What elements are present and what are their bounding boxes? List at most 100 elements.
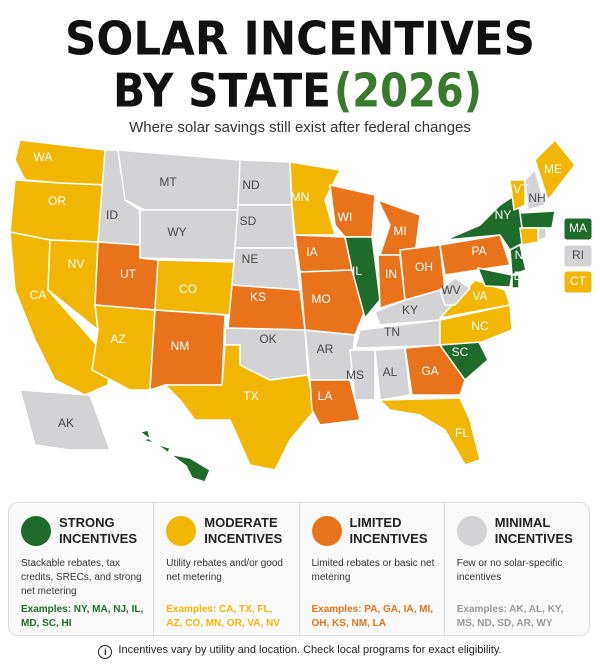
state — [9, 179, 106, 243]
legend-examples: Examples: NY, MA, NJ, IL, MD, SC, HI — [21, 604, 144, 629]
state-label: AL — [383, 365, 398, 379]
state-label: NE — [242, 252, 259, 266]
state-label: LA — [318, 389, 333, 403]
state-label: IN — [385, 267, 397, 281]
state-label: WA — [34, 150, 53, 164]
state-label: GA — [421, 364, 438, 378]
title-line1: SOLAR INCENTIVES — [65, 12, 535, 66]
state — [289, 161, 341, 236]
state-labels: WA OR CA NV ID MT WY UT CO AZ NM ND SD NE KS OK TX MN IA MO… — [0, 0, 593, 476]
state-label: SC — [452, 345, 469, 359]
state-label: MN — [291, 190, 310, 204]
legend-examples: Examples: AK, AL, KY, MS, ND, SD, AR, WY — [456, 604, 564, 629]
state — [374, 347, 411, 401]
state-label: DE — [514, 269, 531, 283]
state — [509, 244, 527, 276]
state-label: WY — [167, 225, 186, 239]
state — [14, 139, 106, 186]
legend-head: MINIMAL INCENTIVES — [456, 513, 581, 549]
state — [139, 429, 211, 483]
legend-head: LIMITED INCENTIVES — [311, 513, 436, 549]
legend-swatch — [456, 516, 487, 546]
legend-swatch — [166, 516, 197, 546]
state — [227, 284, 306, 331]
state-label: ME — [544, 162, 562, 176]
legend-title: STRONG INCENTIVES — [59, 515, 137, 547]
state-label: OK — [259, 332, 276, 346]
legend-title-line: MODERATE — [204, 515, 278, 530]
legend-title-line: INCENTIVES — [59, 531, 138, 546]
state-label: TX — [243, 389, 258, 403]
state-label: UT — [120, 267, 137, 281]
state-label: OH — [415, 260, 433, 274]
state — [537, 227, 547, 241]
state-label: NH — [528, 191, 545, 205]
state-label: MT — [159, 175, 177, 189]
state-label: AK — [58, 416, 74, 430]
state-label: NY — [495, 208, 512, 222]
state-label: PA — [471, 244, 486, 258]
state — [379, 397, 481, 466]
state-label-box — [563, 217, 593, 241]
state — [299, 269, 366, 336]
state-label: IL — [352, 264, 362, 278]
legend-description: Limited rebates or basic net metering — [311, 558, 435, 583]
state-label: RI — [572, 248, 584, 262]
state-label: OR — [48, 194, 66, 208]
state-label: WI — [338, 210, 353, 224]
state — [404, 344, 466, 396]
state-label: VA — [472, 289, 487, 303]
legend-title-line: INCENTIVES — [204, 531, 283, 546]
legend-title-line: STRONG — [59, 515, 115, 530]
legend-examples: Examples: CA, TX, FL, AZ, CO, MN, OR, VA… — [166, 604, 280, 629]
legend-title-line: LIMITED — [349, 515, 402, 530]
legend-item: MINIMAL INCENTIVES Few or no solar-specifi… — [445, 503, 589, 635]
footer-note: Incentives vary by utility and location.… — [118, 644, 502, 656]
state-label: MI — [393, 224, 406, 238]
state — [519, 210, 556, 229]
title-line2: BY STATE — [113, 64, 331, 118]
state-label: MS — [346, 368, 364, 382]
legend-head: MODERATE INCENTIVES — [166, 513, 290, 549]
state-label: HI — [166, 462, 178, 476]
state-label: ND — [242, 178, 260, 192]
state-label-box — [563, 270, 593, 294]
state-label: AZ — [110, 332, 125, 346]
map-svg: SOLAR INCENTIVES BY STATE (2026) Where s… — [0, 0, 593, 483]
legend-title: LIMITED INCENTIVES — [350, 515, 428, 547]
state-label: AR — [317, 342, 334, 356]
legend-title-line: INCENTIVES — [349, 531, 428, 546]
state-label: CA — [30, 288, 47, 302]
state — [519, 227, 539, 246]
state — [509, 179, 526, 211]
state — [349, 349, 376, 401]
state-label: FL — [455, 426, 469, 440]
legend-swatch — [311, 516, 342, 546]
legend: STRONG INCENTIVES Stackable rebates, tax c… — [8, 502, 590, 636]
legend-description: Stackable rebates, tax credits, SRECs, a… — [21, 558, 142, 597]
legend-title-line: MINIMAL — [494, 515, 551, 530]
state — [439, 277, 471, 306]
state-label: NV — [68, 257, 85, 271]
state-label-box — [563, 244, 593, 268]
states — [9, 139, 576, 483]
state-label: WV — [441, 283, 460, 297]
state — [477, 267, 513, 288]
state — [294, 234, 353, 273]
state — [344, 236, 381, 319]
legend-item: STRONG INCENTIVES Stackable rebates, tax c… — [9, 503, 155, 635]
state-label: NJ — [515, 248, 530, 262]
legend-head: STRONG INCENTIVES — [21, 513, 145, 549]
state — [511, 274, 520, 289]
legend-title: MODERATE INCENTIVES — [204, 515, 282, 547]
state — [534, 139, 576, 201]
legend-title-line: INCENTIVES — [494, 531, 573, 546]
state-label: ID — [106, 208, 118, 222]
state-label: IA — [306, 245, 317, 259]
legend-description: Utility rebates and/or good net metering — [166, 558, 283, 583]
subtitle: Where solar savings still exist after fe… — [129, 119, 471, 136]
state-label: MD — [0, 0, 10, 6]
state-label: TN — [384, 325, 400, 339]
legend-title: MINIMAL INCENTIVES — [495, 515, 573, 547]
